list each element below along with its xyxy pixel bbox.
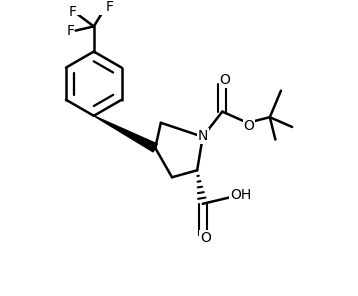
Polygon shape: [94, 116, 157, 152]
Text: F: F: [106, 0, 113, 14]
Text: F: F: [67, 24, 74, 38]
Text: O: O: [243, 119, 254, 133]
Text: OH: OH: [230, 189, 251, 202]
Text: F: F: [68, 5, 77, 20]
Text: O: O: [200, 231, 211, 245]
Text: O: O: [220, 73, 231, 87]
Text: N: N: [198, 129, 208, 143]
